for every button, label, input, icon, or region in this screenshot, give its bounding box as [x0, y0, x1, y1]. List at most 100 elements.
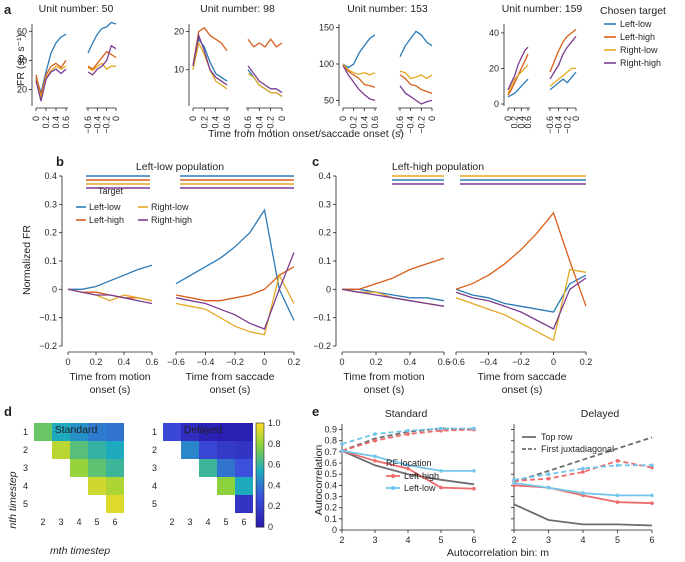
heatmap-delayed: 1 2 3 4 5 2 3 4 5 6 [152, 423, 253, 527]
colorbar-segment [256, 524, 264, 528]
series-point [615, 463, 620, 468]
colorbar-segment [256, 454, 264, 458]
series-line-left-high-motion [342, 65, 376, 88]
series-line-left-high-saccade [549, 28, 577, 73]
x-tick-label: 0.6 [222, 116, 232, 129]
colorbar-segment [256, 464, 264, 468]
y-tick-label: 0.5 [324, 469, 337, 479]
series-point [340, 448, 344, 453]
x-tick-label: 5 [223, 517, 228, 527]
series-line-right-high-saccade [455, 277, 587, 330]
panel-a-xlabel: Time from motion onset/saccade onset (s) [208, 128, 404, 140]
x-tick-label: 4 [580, 535, 585, 545]
panel-b-title: Left-low population [136, 161, 224, 173]
legend-label: First juxtadiagonal [541, 444, 614, 454]
x-tick-label: 0.6 [146, 357, 159, 367]
series-line-left-low-motion [342, 34, 376, 69]
colorbar-segment [256, 503, 264, 507]
y-tick-label: 20 [174, 27, 184, 37]
x-tick-label: 4 [76, 517, 81, 527]
panel-d-title-delayed: Delayed [184, 424, 223, 436]
series-line-right-high-motion [192, 32, 228, 86]
y-tick-label: 4 [23, 481, 28, 491]
panel-b-xlabel-motion-1: Time from motion [69, 371, 150, 383]
series-line-right-high-motion [342, 65, 376, 102]
series-line-right-low-motion [507, 64, 529, 94]
colorbar-segment [256, 488, 264, 492]
x-tick-label: −0.4 [254, 116, 264, 134]
heatmap-standard: 1 2 3 4 5 2 3 4 5 6 [23, 423, 124, 527]
y-tick-label: 2 [152, 445, 157, 455]
y-tick-label: 0 [332, 525, 337, 535]
y-tick-label: 0.4 [324, 480, 337, 490]
panel-a-legend: Left-low Left-high Right-low Right-high [604, 19, 661, 68]
x-tick-label: −0.4 [554, 116, 564, 134]
series-line-left-low-saccade [87, 21, 117, 54]
colorbar-segment [256, 516, 264, 520]
x-tick-label: −0.6 [167, 357, 185, 367]
x-tick-label: −0.2 [226, 357, 244, 367]
heatmap-cell [88, 441, 106, 459]
colorbar-segment [256, 501, 264, 505]
panel-e-legend-title: RF location [386, 458, 432, 468]
unit-title: Unit number: 98 [200, 3, 275, 15]
heatmap-cell [217, 441, 235, 459]
x-tick-label: 0 [188, 116, 198, 121]
series-line-left-low-saccade [549, 71, 577, 91]
x-tick-label: 0.2 [510, 116, 520, 129]
y-tick-label: 1 [152, 427, 157, 437]
x-tick-label: −0.4 [480, 357, 498, 367]
x-tick-label: −0.6 [243, 116, 253, 134]
x-tick-label: 3 [58, 517, 63, 527]
series-point [406, 463, 410, 468]
panel-b-legend: Left-low Right-low Left-high Right-high [76, 202, 192, 225]
series-line-right-low-saccade [455, 268, 587, 342]
heatmap-cell [181, 441, 199, 459]
y-tick-label: 0.9 [324, 425, 337, 435]
heatmap-cell [235, 459, 253, 477]
legend-label: Left-high [404, 471, 439, 481]
series-point [650, 463, 654, 468]
series-point [472, 469, 476, 473]
colorbar-segment [256, 428, 264, 432]
panel-c-xlabel-motion-1: Time from motion [343, 371, 424, 383]
colorbar-segment [256, 436, 264, 440]
x-tick-label: 2 [40, 517, 45, 527]
series-point [373, 432, 377, 436]
y-tick-label: 0.2 [324, 503, 337, 513]
heatmap-cell [106, 441, 124, 459]
colorbar-segment [256, 425, 264, 429]
panel-a-ylabel: FR (sp s⁻¹) [15, 34, 27, 86]
legend-marker [391, 486, 395, 490]
x-tick-label: 0.4 [404, 357, 417, 367]
colorbar-segment [256, 495, 264, 499]
series-point [439, 485, 443, 490]
series-line-left-high-saccade [247, 38, 283, 48]
autocorr-delayed: 2 3 4 5 6 [511, 424, 655, 545]
legend-label: Left-low [404, 483, 436, 493]
x-tick-label: 3 [546, 535, 551, 545]
x-tick-label: 5 [615, 535, 620, 545]
x-tick-label: −0.4 [197, 357, 215, 367]
panel-a-legend-title: Chosen target [600, 5, 666, 17]
series-line-left-high-saccade [175, 266, 295, 302]
legend-label: Left-high [620, 32, 655, 42]
series-line-left-low-motion [192, 37, 228, 82]
panel-e-title-standard: Standard [385, 408, 428, 420]
colorbar-segment [256, 423, 264, 427]
y-tick-label: 0.1 [324, 514, 337, 524]
series-line-left-low-motion [507, 78, 529, 98]
x-tick-label: 6 [471, 535, 476, 545]
series-point [373, 454, 377, 459]
series-line-left-low-saccade [455, 274, 587, 313]
panel-d-title-standard: Standard [55, 424, 98, 436]
series-line-right-low-saccade [87, 62, 116, 72]
colorbar-segment [256, 493, 264, 497]
x-tick-label: 0 [111, 116, 121, 121]
y-tick-label: 0.4 [318, 171, 331, 181]
x-tick-label: 0.6 [370, 116, 380, 129]
colorbar-segment [256, 514, 264, 518]
